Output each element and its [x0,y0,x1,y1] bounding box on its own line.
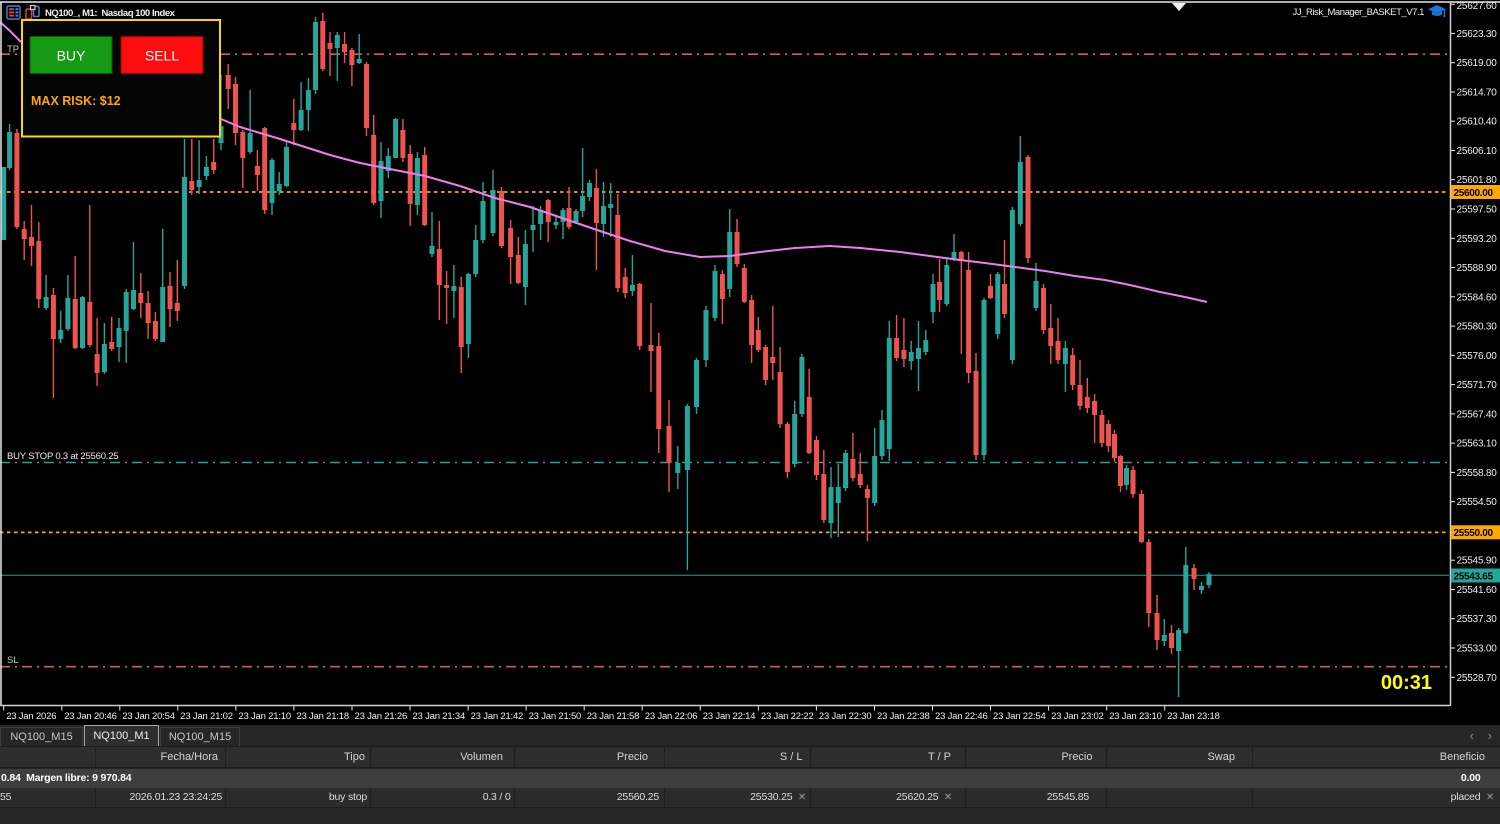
svg-text:25533.00: 25533.00 [1457,644,1498,655]
svg-text:BUY: BUY [57,48,86,64]
svg-text:25597.50: 25597.50 [1457,205,1498,216]
svg-text:25543.65: 25543.65 [1454,571,1494,582]
svg-text:25601.80: 25601.80 [1457,175,1498,186]
svg-text:MAX RISK: $12: MAX RISK: $12 [31,94,121,108]
svg-text:25541.60: 25541.60 [1457,585,1498,596]
svg-text:25619.00: 25619.00 [1457,58,1498,69]
svg-text:23 Jan 21:58: 23 Jan 21:58 [587,711,640,722]
svg-text:25580.30: 25580.30 [1457,322,1498,333]
svg-text:23 Jan 21:10: 23 Jan 21:10 [238,711,291,722]
svg-text:00:31: 00:31 [1381,672,1432,694]
svg-text:25606.10: 25606.10 [1457,146,1498,157]
svg-text:SELL: SELL [145,48,179,64]
svg-text:23 Jan 20:46: 23 Jan 20:46 [64,711,117,722]
svg-text:23 Jan 23:18: 23 Jan 23:18 [1167,711,1220,722]
svg-text:25593.20: 25593.20 [1457,234,1498,245]
svg-text:23 Jan 21:50: 23 Jan 21:50 [529,711,582,722]
svg-text:23 Jan 23:10: 23 Jan 23:10 [1109,711,1162,722]
svg-text:25567.40: 25567.40 [1457,409,1498,420]
svg-text:23 Jan 22:30: 23 Jan 22:30 [819,711,872,722]
svg-text:25623.30: 25623.30 [1457,29,1498,40]
svg-text:23 Jan 21:34: 23 Jan 21:34 [413,711,466,722]
svg-text:25563.10: 25563.10 [1457,439,1498,450]
svg-text:23 Jan 22:22: 23 Jan 22:22 [761,711,814,722]
svg-text:23 Jan 22:14: 23 Jan 22:14 [703,711,756,722]
svg-text:23 Jan 21:02: 23 Jan 21:02 [180,711,233,722]
svg-text:25610.40: 25610.40 [1457,117,1498,128]
svg-text:23 Jan 21:42: 23 Jan 21:42 [471,711,524,722]
svg-text:TP: TP [7,44,19,55]
svg-text:23 Jan 21:18: 23 Jan 21:18 [296,711,349,722]
svg-text:25588.90: 25588.90 [1457,263,1498,274]
svg-text:23 Jan 21:26: 23 Jan 21:26 [355,711,408,722]
svg-text:25600.00: 25600.00 [1454,188,1494,199]
svg-text:25550.00: 25550.00 [1454,528,1494,539]
svg-text:SL: SL [7,655,19,666]
svg-text:23 Jan 22:06: 23 Jan 22:06 [645,711,698,722]
svg-text:23 Jan 22:54: 23 Jan 22:54 [993,711,1046,722]
svg-text:25576.00: 25576.00 [1457,351,1498,362]
svg-text:23 Jan 2026: 23 Jan 2026 [6,711,56,722]
svg-text:25571.70: 25571.70 [1457,380,1498,391]
svg-text:25584.60: 25584.60 [1457,292,1498,303]
svg-text:25545.90: 25545.90 [1457,556,1498,567]
svg-text:NQ100_, M1: Nasdaq 100 Index: NQ100_, M1: Nasdaq 100 Index [45,8,176,19]
svg-text:23 Jan 22:38: 23 Jan 22:38 [877,711,930,722]
svg-text:25528.70: 25528.70 [1457,673,1498,684]
svg-text:23 Jan 23:02: 23 Jan 23:02 [1051,711,1104,722]
svg-text:25627.60: 25627.60 [1457,1,1498,12]
svg-text:25554.50: 25554.50 [1457,497,1498,508]
svg-text:BUY STOP 0.3 at 25560.25: BUY STOP 0.3 at 25560.25 [7,451,118,462]
svg-text:23 Jan 20:54: 23 Jan 20:54 [122,711,175,722]
svg-text:25614.70: 25614.70 [1457,88,1498,99]
svg-text:25537.30: 25537.30 [1457,614,1498,625]
svg-text:25558.80: 25558.80 [1457,468,1498,479]
svg-text:JJ_Risk_Manager_BASKET_V7.1: JJ_Risk_Manager_BASKET_V7.1 [1293,7,1425,18]
svg-text:23 Jan 22:46: 23 Jan 22:46 [935,711,988,722]
